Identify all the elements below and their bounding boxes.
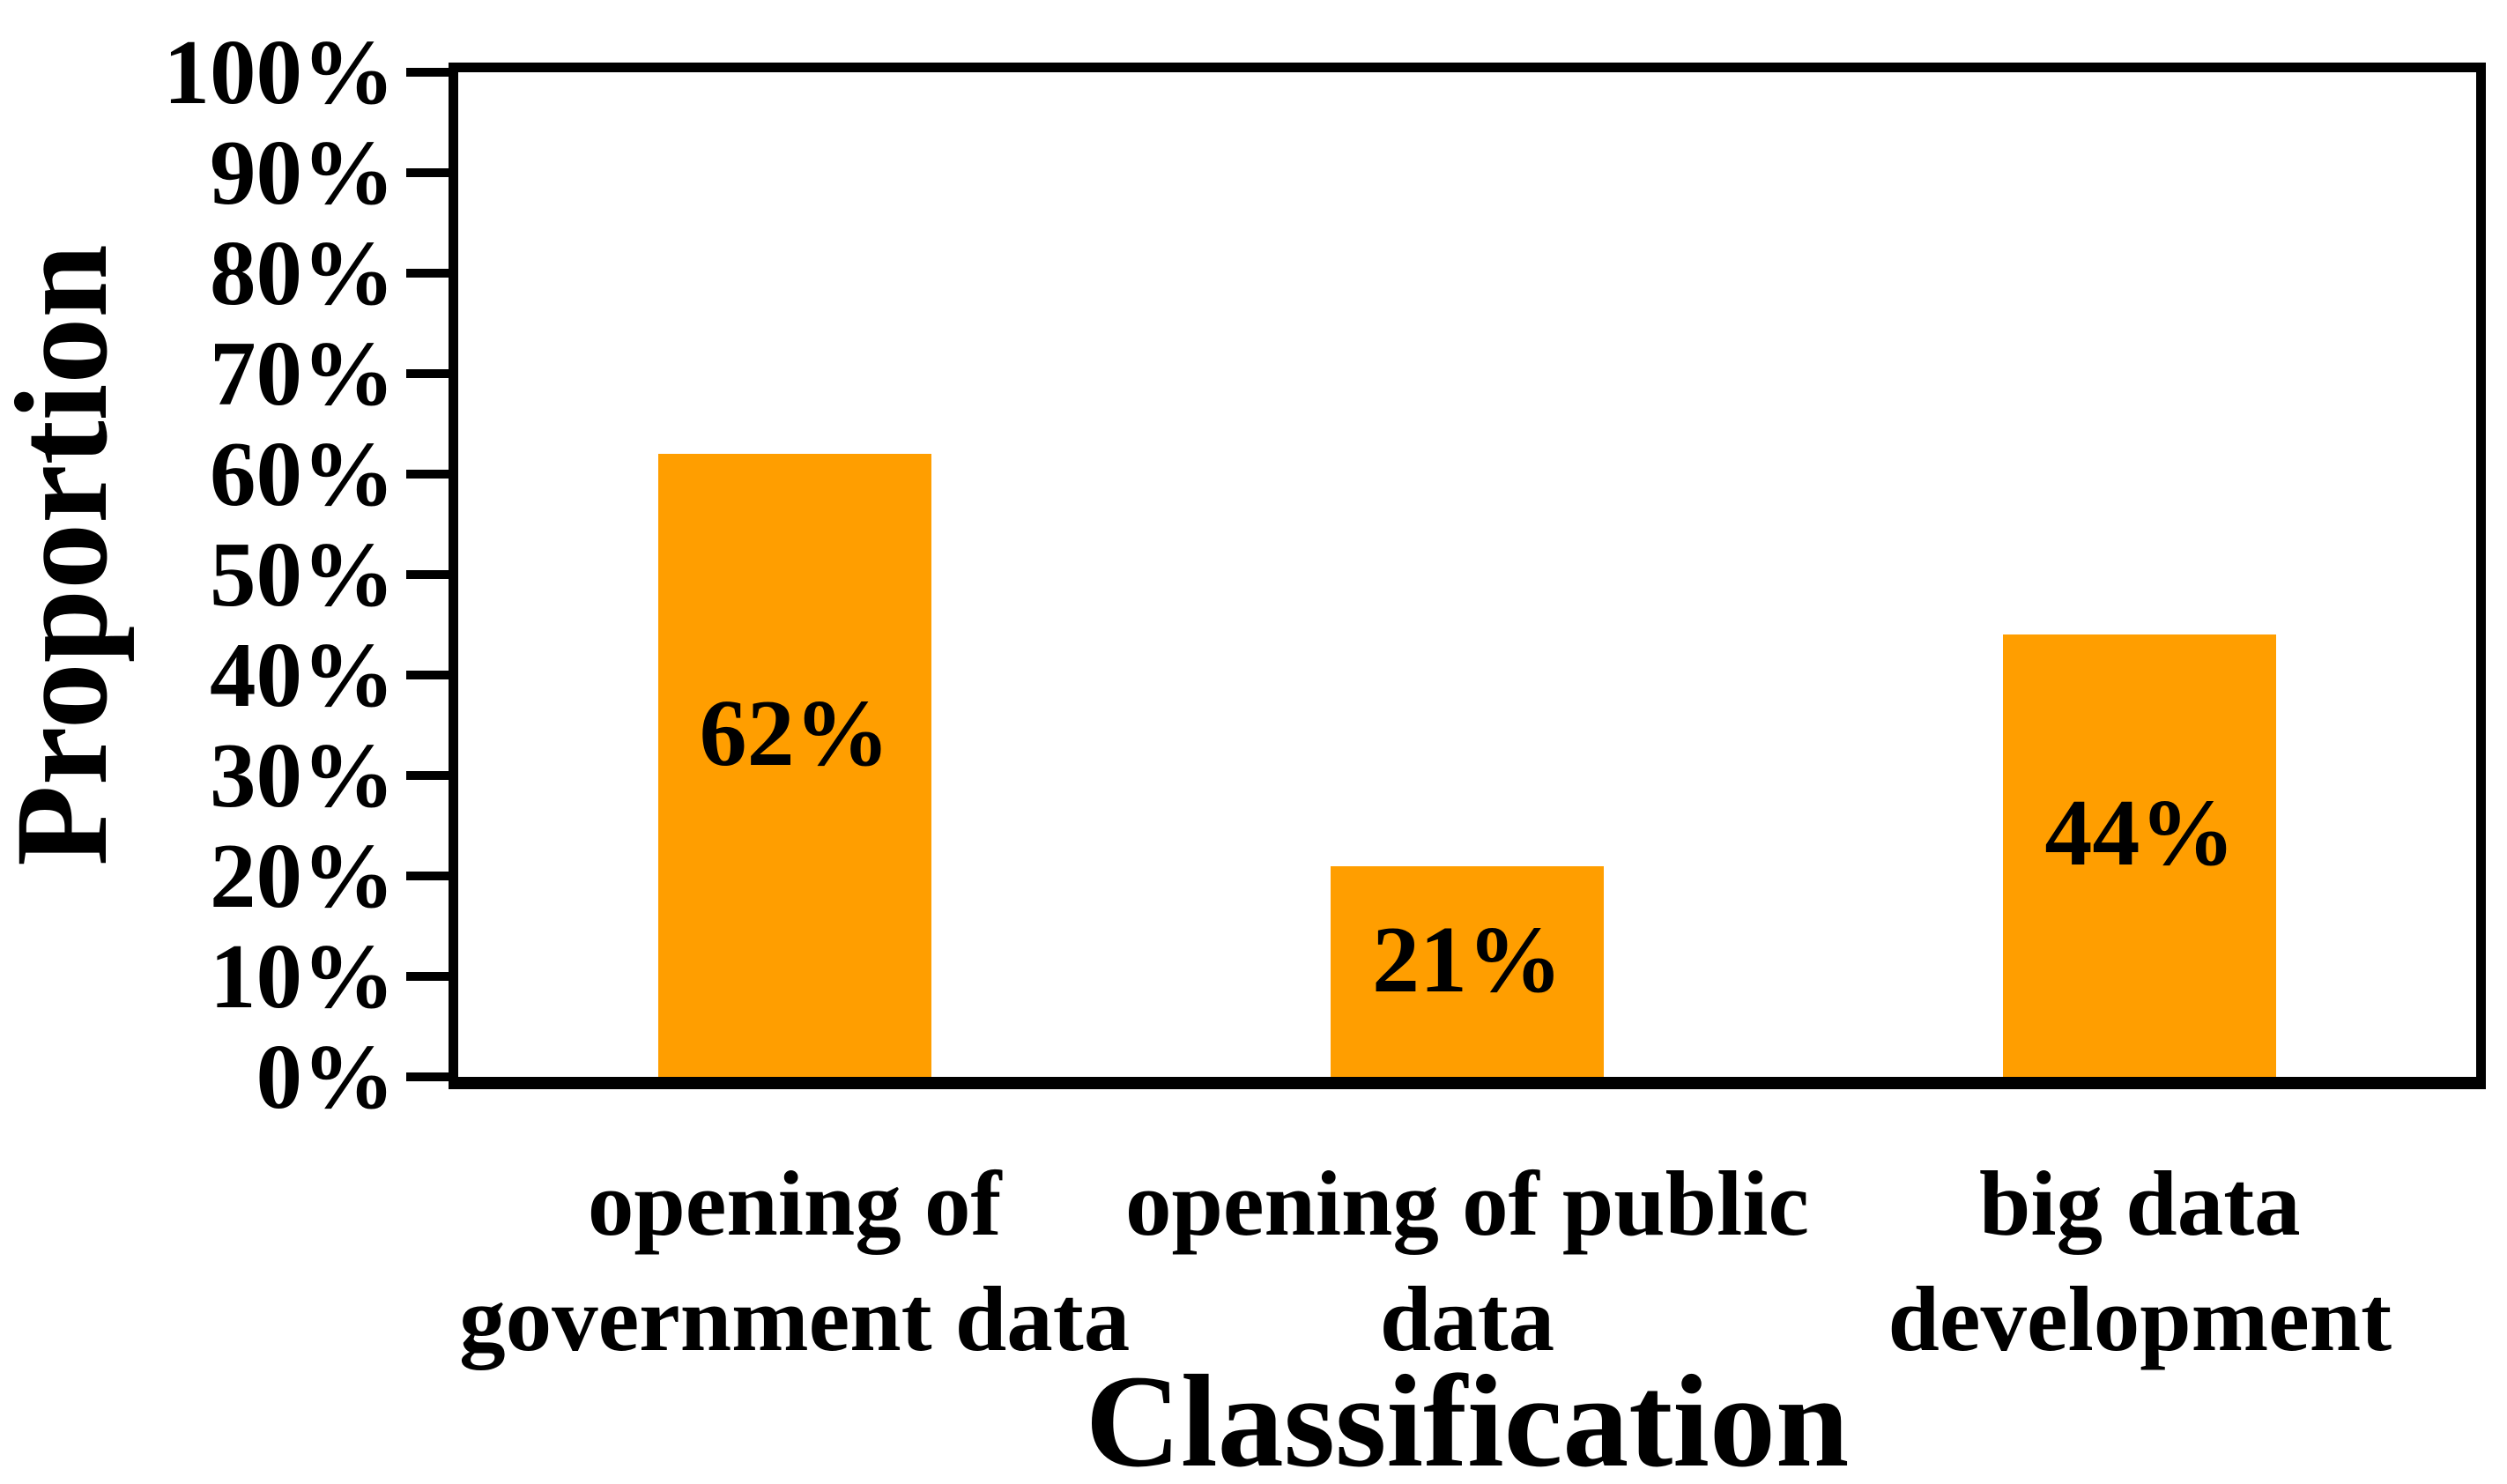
- y-tick-label: 50%: [210, 523, 395, 626]
- bar-value-label: 44%: [2044, 781, 2236, 887]
- y-tick: [406, 68, 449, 77]
- y-tick: [406, 1072, 449, 1081]
- y-tick-label: 90%: [210, 121, 395, 224]
- y-tick: [406, 269, 449, 278]
- x-category-label: opening of government data: [459, 1152, 1131, 1370]
- x-category-label: opening of public data: [1124, 1152, 1810, 1370]
- y-tick: [406, 872, 449, 880]
- y-tick: [406, 369, 449, 378]
- bar: 44%: [2003, 634, 2277, 1077]
- bar: 21%: [1331, 865, 1604, 1077]
- bar: 62%: [657, 454, 931, 1077]
- y-tick-label: 10%: [210, 924, 395, 1028]
- y-tick: [406, 570, 449, 579]
- bar-value-label: 21%: [1372, 908, 1562, 1013]
- y-tick-label: 20%: [210, 824, 395, 927]
- plot-area: 62% 21% 44%: [449, 63, 2486, 1089]
- y-tick: [406, 671, 449, 679]
- y-tick-label: 40%: [210, 623, 395, 726]
- y-tick: [406, 168, 449, 177]
- y-tick-label: 30%: [210, 723, 395, 827]
- y-tick: [406, 771, 449, 780]
- y-tick-label: 60%: [210, 422, 395, 525]
- y-tick-label: 100%: [163, 20, 396, 123]
- y-tick-label: 80%: [210, 221, 395, 324]
- x-category-label: big data development: [1888, 1152, 2392, 1370]
- y-tick: [406, 972, 449, 981]
- bar-value-label: 62%: [699, 681, 890, 787]
- x-axis-title: Classification: [1085, 1348, 1850, 1484]
- y-tick-label: 70%: [210, 322, 395, 425]
- y-tick-label: 0%: [256, 1025, 396, 1128]
- y-tick: [406, 470, 449, 479]
